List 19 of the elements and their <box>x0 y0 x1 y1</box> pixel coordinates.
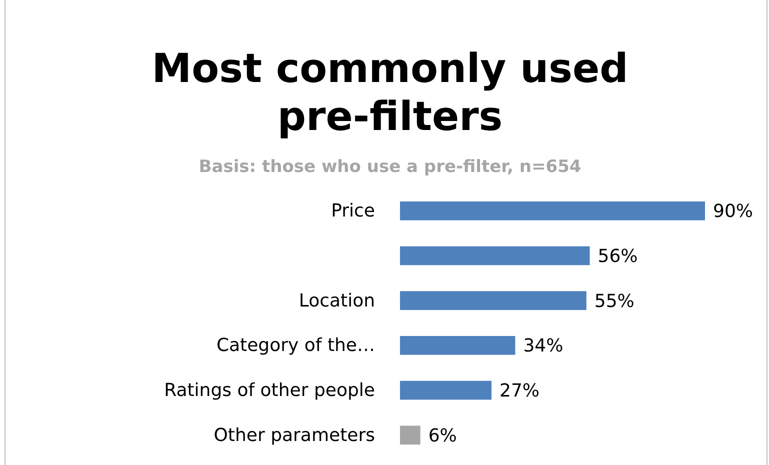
data-label: 27% <box>500 380 540 402</box>
data-label: 6% <box>428 425 457 446</box>
data-label: 34% <box>523 336 564 357</box>
y-tick-label: Category of the… <box>216 335 375 356</box>
chart-subtitle: Basis: those who use a pre-filter, n=654 <box>198 157 582 177</box>
bar <box>400 291 586 310</box>
data-label: 55% <box>594 290 634 312</box>
y-tick-label: Ratings of other people <box>164 380 375 402</box>
bar <box>400 246 590 266</box>
data-label: 90% <box>713 201 754 222</box>
bar <box>400 380 492 400</box>
data-label: 56% <box>598 246 638 268</box>
y-tick-label: Price <box>331 200 375 222</box>
bar <box>400 426 420 445</box>
bar <box>400 201 705 220</box>
y-tick-label: Other parameters <box>214 424 375 446</box>
y-tick-label: Location <box>298 290 375 312</box>
chart-title: Most commonly used pre-filters <box>152 46 628 140</box>
bar <box>400 336 516 355</box>
